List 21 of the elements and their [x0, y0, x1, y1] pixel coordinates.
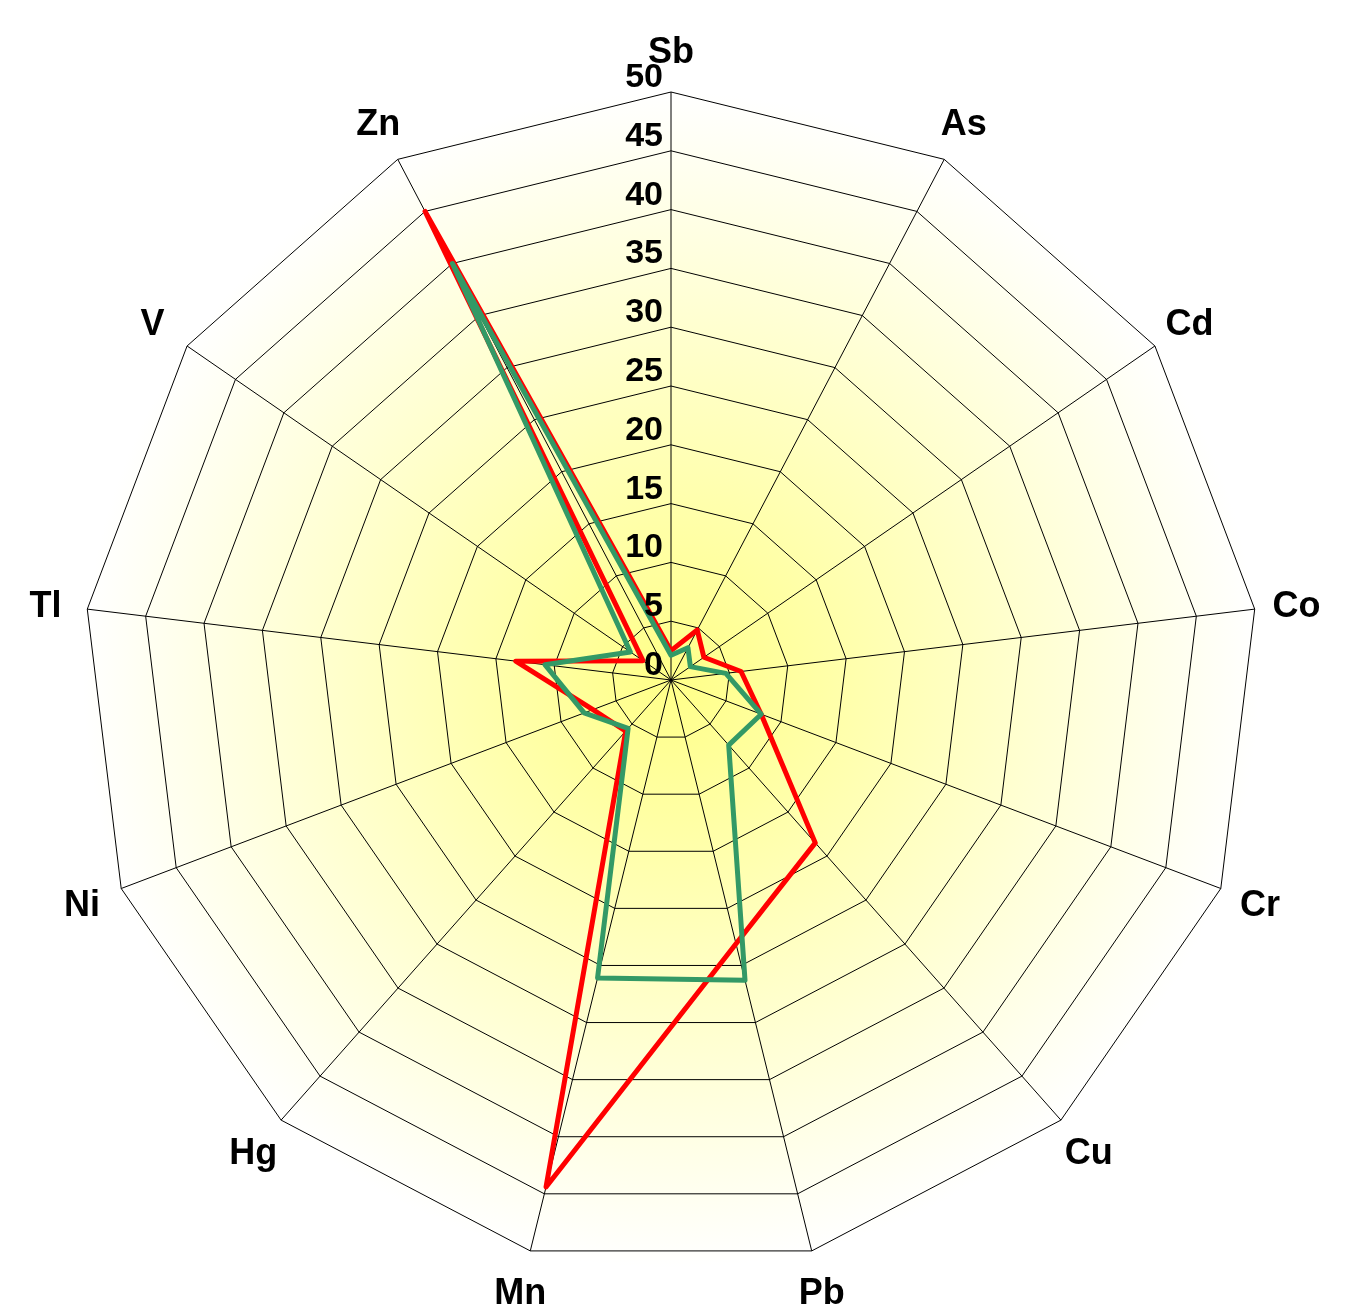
spoke-label: Zn [356, 101, 401, 143]
spoke-label: Cu [1064, 1131, 1113, 1173]
y-tick-label: 45 [625, 114, 663, 153]
y-tick-label: 40 [625, 173, 663, 212]
spoke-label: Pb [798, 1271, 845, 1309]
spoke-label: Co [1272, 583, 1321, 625]
y-tick-label: 25 [625, 350, 663, 388]
spoke-label: Hg [229, 1131, 278, 1173]
y-tick-label: 35 [625, 232, 663, 271]
spoke-label: Cr [1240, 882, 1281, 924]
y-tick-label: 15 [625, 467, 663, 506]
y-tick-label: 20 [625, 408, 663, 447]
y-tick-label: 30 [625, 291, 663, 330]
spoke-label: V [140, 301, 165, 343]
spoke-label: Tl [29, 583, 62, 625]
y-tick-label: 5 [644, 585, 663, 624]
spoke-label: Cd [1165, 301, 1214, 343]
spoke-label: Mn [494, 1271, 547, 1309]
spoke-label: As [940, 101, 987, 143]
y-tick-label: 10 [625, 526, 663, 565]
spoke-label: Ni [63, 882, 100, 924]
